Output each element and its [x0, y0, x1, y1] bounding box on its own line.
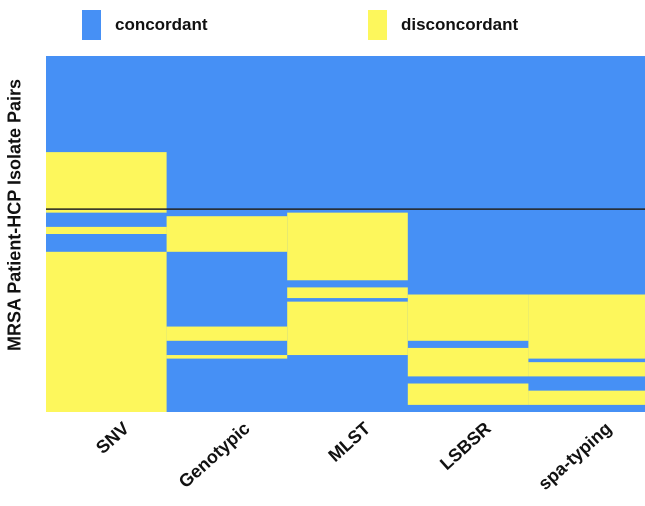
cell-disconcordant-snv-0: [46, 152, 168, 213]
x-tick-labels: SNV Genotypic MLST LSBSR spa-typing: [92, 418, 615, 494]
cell-disconcordant-genotypic-1: [166, 326, 288, 341]
legend-swatch-disconcordant: [368, 10, 387, 40]
cell-disconcordant-mlst-0: [287, 212, 409, 281]
column-bg-spa-typing: [528, 56, 645, 412]
x-tick-spa-typing: spa-typing: [534, 418, 615, 494]
plot-area: [46, 56, 645, 412]
cell-disconcordant-mlst-1: [287, 287, 409, 299]
cell-disconcordant-genotypic-0: [166, 216, 288, 252]
cell-disconcordant-snv-2: [46, 251, 168, 412]
legend-item-disconcordant: disconcordant: [368, 10, 518, 40]
x-tick-mlst: MLST: [324, 418, 374, 466]
cell-disconcordant-spa-typing-0: [528, 294, 645, 359]
x-tick-genotypic: Genotypic: [175, 418, 254, 492]
legend-label-concordant: concordant: [115, 15, 208, 34]
x-tick-snv: SNV: [92, 418, 133, 458]
legend-item-concordant: concordant: [82, 10, 208, 40]
cell-disconcordant-lsbsr-1: [407, 347, 529, 377]
legend-label-disconcordant: disconcordant: [401, 15, 519, 34]
cell-disconcordant-lsbsr-0: [407, 294, 529, 341]
cell-disconcordant-snv-1: [46, 226, 168, 234]
cell-disconcordant-spa-typing-2: [528, 390, 645, 405]
legend-swatch-concordant: [82, 10, 101, 40]
x-tick-lsbsr: LSBSR: [436, 418, 495, 474]
cell-disconcordant-lsbsr-2: [407, 383, 529, 405]
cell-disconcordant-spa-typing-1: [528, 362, 645, 377]
cell-disconcordant-genotypic-2: [166, 355, 288, 359]
cell-disconcordant-mlst-2: [287, 301, 409, 356]
